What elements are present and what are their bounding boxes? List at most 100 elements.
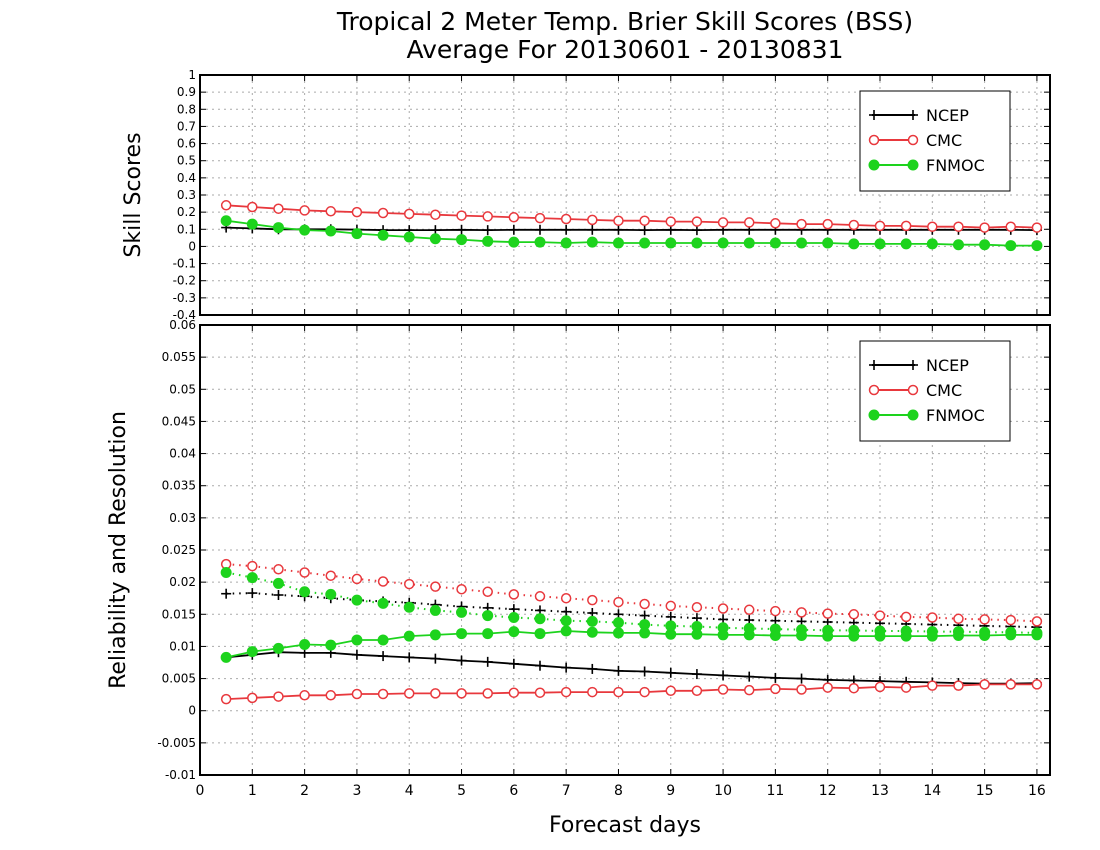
data-point-cmc — [430, 209, 441, 220]
data-point-fnmoc — [325, 225, 337, 237]
y-tick-label: 0.045 — [162, 414, 196, 428]
y-tick-label: -0.1 — [173, 257, 196, 271]
legend-label: FNMOC — [926, 406, 985, 425]
data-point-ncep — [639, 225, 650, 236]
data-point-cmc — [247, 692, 258, 704]
data-point-fnmoc — [743, 237, 755, 249]
data-point-ncep — [613, 224, 624, 235]
data-point-ncep — [587, 224, 598, 235]
data-point-fnmoc — [874, 238, 886, 250]
data-point-fnmoc — [717, 629, 729, 641]
y-tick-label: 0.035 — [162, 479, 196, 493]
data-point-cmc — [848, 682, 860, 694]
data-point-cmc — [927, 221, 938, 232]
data-point-ncep — [404, 652, 415, 663]
series-line-cmc — [226, 563, 1037, 623]
data-point-fnmoc — [665, 237, 677, 249]
data-point-fnmoc — [691, 628, 703, 640]
data-point-cmc — [770, 605, 781, 617]
data-point-cmc — [900, 682, 912, 693]
data-point-cmc — [403, 208, 415, 220]
y-tick-label: 0.04 — [169, 447, 196, 461]
data-point-ncep — [613, 665, 624, 676]
data-point-cmc — [953, 613, 964, 625]
data-point-ncep — [587, 663, 598, 674]
y-tick-label: 0.01 — [169, 639, 196, 653]
data-point-cmc — [403, 578, 415, 590]
legend-entry-cmc: CMC — [868, 381, 962, 400]
data-point-cmc — [979, 679, 990, 690]
data-point-fnmoc — [1031, 240, 1043, 252]
data-point-ncep — [665, 611, 676, 622]
data-point-cmc — [587, 214, 598, 226]
data-point-fnmoc — [482, 235, 494, 247]
data-point-fnmoc — [822, 630, 834, 642]
data-point-ncep — [535, 224, 545, 235]
y-tick-label: -0.005 — [157, 736, 196, 750]
data-point-cmc — [874, 220, 886, 232]
data-point-ncep — [639, 610, 650, 621]
y-tick-label: 0.6 — [177, 137, 196, 151]
data-point-ncep — [273, 590, 284, 600]
x-tick-label: 14 — [923, 783, 941, 799]
panel-bottom: 0.060.0550.050.0450.040.0350.030.0250.02… — [157, 318, 1051, 799]
data-point-fnmoc — [560, 625, 572, 637]
data-point-cmc — [299, 205, 310, 216]
data-point-cmc — [1031, 616, 1043, 627]
data-point-cmc — [822, 608, 833, 619]
data-point-cmc — [273, 203, 284, 214]
legend-marker — [908, 110, 918, 120]
data-point-cmc — [953, 221, 964, 232]
series-ncep — [221, 222, 1042, 236]
data-point-cmc — [273, 691, 284, 702]
data-point-cmc — [874, 610, 886, 621]
legend-marker — [907, 384, 919, 396]
y-tick-label: 0.5 — [177, 154, 196, 168]
data-point-fnmoc — [952, 630, 964, 641]
data-point-fnmoc — [482, 628, 494, 640]
data-point-fnmoc — [325, 639, 337, 651]
data-point-ncep — [535, 660, 545, 671]
data-point-ncep — [430, 653, 441, 664]
data-point-fnmoc — [900, 630, 912, 642]
y-tick-label: 0 — [188, 239, 196, 253]
data-point-cmc — [456, 210, 467, 221]
data-point-cmc — [534, 591, 546, 602]
data-point-fnmoc — [403, 231, 415, 243]
legend-entry-fnmoc: FNMOC — [868, 406, 985, 425]
data-point-cmc — [587, 686, 598, 698]
data-point-fnmoc — [639, 237, 651, 249]
x-tick-label: 6 — [509, 783, 518, 799]
data-point-fnmoc — [560, 615, 572, 627]
x-tick-label: 13 — [871, 783, 889, 799]
data-point-cmc — [508, 687, 520, 698]
legend-marker — [868, 159, 880, 171]
data-point-ncep — [561, 606, 572, 617]
y-tick-label: 0.2 — [177, 205, 196, 219]
y-tick-label: 0.06 — [169, 318, 196, 332]
legend-marker — [869, 360, 879, 370]
legend-marker — [868, 134, 880, 146]
data-point-cmc — [482, 586, 493, 598]
legend-marker — [907, 134, 919, 146]
data-point-cmc — [430, 581, 441, 592]
legend-marker — [907, 409, 919, 421]
data-point-cmc — [743, 217, 755, 228]
data-point-fnmoc — [351, 634, 363, 646]
data-point-cmc — [508, 589, 520, 600]
data-point-fnmoc — [900, 238, 912, 250]
legend-label: NCEP — [926, 106, 969, 125]
legend-entry-ncep: NCEP — [869, 356, 969, 375]
data-point-cmc — [482, 211, 493, 222]
data-point-cmc — [325, 690, 337, 701]
data-point-cmc — [665, 685, 677, 697]
legend-entry-fnmoc: FNMOC — [868, 156, 985, 175]
legend-marker — [868, 409, 880, 421]
legend-label: NCEP — [926, 356, 969, 375]
data-point-cmc — [247, 201, 258, 213]
data-point-fnmoc — [534, 628, 546, 640]
x-tick-label: 16 — [1028, 783, 1046, 799]
data-point-fnmoc — [743, 629, 755, 641]
data-point-cmc — [1005, 221, 1017, 232]
y-tick-label: -0.01 — [165, 768, 196, 782]
